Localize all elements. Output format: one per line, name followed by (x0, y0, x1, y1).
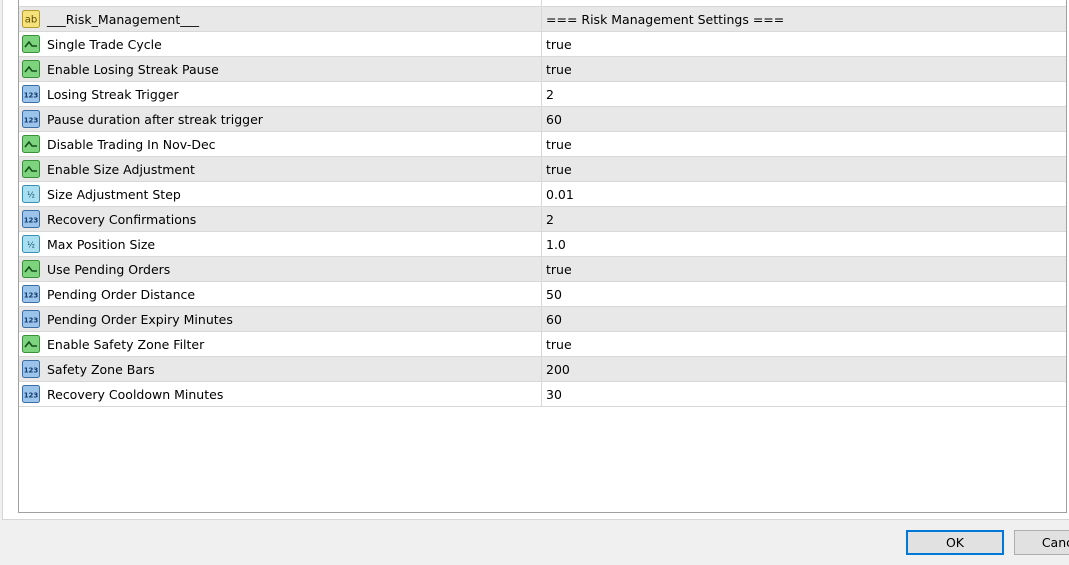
input-value[interactable]: 30 (546, 387, 562, 402)
input-name: Max Position Size (47, 237, 156, 252)
column-divider (541, 57, 542, 81)
column-divider (541, 107, 542, 131)
type-icon (22, 335, 40, 353)
input-value[interactable]: true (546, 162, 572, 177)
input-row: 123 Safety Zone Bars 200 (19, 357, 1066, 382)
input-row: Disable Trading In Nov-Dec true (19, 132, 1066, 157)
column-divider (541, 332, 542, 356)
column-divider (541, 357, 542, 381)
type-icon (22, 60, 40, 78)
column-divider (541, 182, 542, 206)
column-divider (541, 82, 542, 106)
type-icon (22, 135, 40, 153)
column-divider (541, 207, 542, 231)
column-divider (541, 7, 542, 31)
input-row: 123 Losing Streak Trigger 2 (19, 82, 1066, 107)
type-icon: 123 (22, 210, 40, 228)
input-name: ___Risk_Management___ (47, 12, 200, 27)
input-name: Enable Losing Streak Pause (47, 62, 219, 77)
input-name: Pause duration after streak trigger (47, 112, 263, 127)
input-value[interactable]: 200 (546, 362, 570, 377)
input-row: 123 Pending Order Expiry Minutes 60 (19, 307, 1066, 332)
input-name: Use Pending Orders (47, 262, 171, 277)
input-value[interactable]: 1.0 (546, 237, 566, 252)
input-row: ½ Max Position Size 1.0 (19, 232, 1066, 257)
input-value[interactable]: 2 (546, 87, 554, 102)
svg-text:123: 123 (24, 292, 39, 300)
input-value[interactable]: 50 (546, 287, 562, 302)
input-row: 123 Recovery Cooldown Minutes 30 (19, 382, 1066, 407)
input-row: Enable Losing Streak Pause true (19, 57, 1066, 82)
svg-text:123: 123 (24, 217, 39, 225)
input-value[interactable]: 60 (546, 112, 562, 127)
input-value[interactable]: 60 (546, 312, 562, 327)
type-icon (22, 35, 40, 53)
input-value[interactable]: true (546, 37, 572, 52)
type-icon (22, 260, 40, 278)
svg-text:123: 123 (24, 392, 39, 400)
input-name: Pending Order Distance (47, 287, 196, 302)
input-name: Losing Streak Trigger (47, 87, 179, 102)
column-divider (541, 382, 542, 406)
column-divider (541, 232, 542, 256)
type-icon: 123 (22, 110, 40, 128)
input-value[interactable]: === Risk Management Settings === (546, 12, 785, 27)
input-value[interactable]: true (546, 137, 572, 152)
cancel-button[interactable]: Cancel (1014, 530, 1069, 555)
input-name: Enable Size Adjustment (47, 162, 195, 177)
inputs-pane: ab ___Risk_Management___ === Risk Manageme… (2, 0, 1069, 520)
input-row: Use Pending Orders true (19, 257, 1066, 282)
input-row: ab ___Risk_Management___ === Risk Manageme… (19, 7, 1066, 32)
svg-text:ab: ab (25, 15, 37, 26)
column-divider (541, 257, 542, 281)
input-value[interactable]: true (546, 262, 572, 277)
input-row: 123 Pending Order Distance 50 (19, 282, 1066, 307)
input-name: Enable Safety Zone Filter (47, 337, 205, 352)
input-row: 123 Recovery Confirmations 2 (19, 207, 1066, 232)
column-divider (541, 32, 542, 56)
ok-button[interactable]: OK (906, 530, 1004, 555)
type-icon: 123 (22, 385, 40, 403)
input-row: ½ Size Adjustment Step 0.01 (19, 182, 1066, 207)
column-divider (541, 132, 542, 156)
svg-text:123: 123 (24, 117, 39, 125)
input-name: Safety Zone Bars (47, 362, 155, 377)
input-name: Recovery Cooldown Minutes (47, 387, 224, 402)
type-icon: 123 (22, 285, 40, 303)
column-divider (541, 282, 542, 306)
partial-row (19, 0, 1066, 7)
svg-text:½: ½ (27, 241, 35, 250)
input-row: Enable Size Adjustment true (19, 157, 1066, 182)
input-row: Enable Safety Zone Filter true (19, 332, 1066, 357)
column-divider (541, 157, 542, 181)
input-name: Pending Order Expiry Minutes (47, 312, 233, 327)
type-icon: 123 (22, 360, 40, 378)
input-row: Single Trade Cycle true (19, 32, 1066, 57)
svg-text:½: ½ (27, 191, 35, 200)
input-name: Disable Trading In Nov-Dec (47, 137, 216, 152)
input-name: Size Adjustment Step (47, 187, 181, 202)
type-icon: ½ (22, 185, 40, 203)
inputs-grid: ab ___Risk_Management___ === Risk Manageme… (18, 0, 1067, 513)
type-icon (22, 160, 40, 178)
svg-text:123: 123 (24, 317, 39, 325)
type-icon: 123 (22, 85, 40, 103)
type-icon: ab (22, 10, 40, 28)
svg-text:123: 123 (24, 367, 39, 375)
input-value[interactable]: 0.01 (546, 187, 574, 202)
type-icon: ½ (22, 235, 40, 253)
column-divider (541, 307, 542, 331)
input-value[interactable]: true (546, 62, 572, 77)
input-name: Single Trade Cycle (47, 37, 162, 52)
type-icon: 123 (22, 310, 40, 328)
input-name: Recovery Confirmations (47, 212, 197, 227)
input-value[interactable]: 2 (546, 212, 554, 227)
input-value[interactable]: true (546, 337, 572, 352)
svg-text:123: 123 (24, 92, 39, 100)
input-row: 123 Pause duration after streak trigger 60 (19, 107, 1066, 132)
